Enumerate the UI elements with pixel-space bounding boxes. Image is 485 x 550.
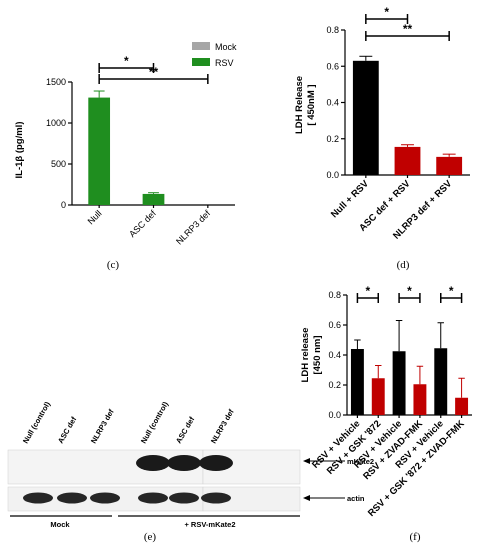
- svg-text:actin: actin: [347, 494, 365, 503]
- svg-text:mKate2: mKate2: [347, 457, 374, 466]
- legend-label-mock: Mock: [215, 42, 237, 52]
- blot-band-actin: [138, 492, 168, 504]
- significance-label: *: [407, 284, 412, 298]
- legend-swatch-rsv: [192, 58, 210, 66]
- western-blot: Null (control) ASC def NLRP3 def Null (cont…: [7, 400, 374, 543]
- legend-swatch-mock: [192, 42, 210, 50]
- group-label-mock: Mock: [50, 520, 70, 529]
- blot-band-actin: [23, 492, 53, 504]
- y-tick-label: 0.0: [326, 170, 339, 180]
- bar: [394, 146, 421, 175]
- chart-d-y-label: LDH Release: [294, 76, 305, 134]
- significance-label: *: [449, 284, 454, 298]
- lane-label: ASC def: [174, 415, 197, 445]
- significance-label: *: [124, 54, 129, 68]
- bar: [350, 349, 364, 415]
- blot-band-actin: [169, 492, 199, 504]
- y-tick-label: 0.4: [326, 98, 339, 108]
- chart-f-y-label-unit: [450 nm]: [312, 335, 323, 374]
- bar: [88, 97, 111, 205]
- y-tick-label: 1000: [46, 118, 66, 128]
- significance-label: *: [365, 284, 370, 298]
- bar: [434, 348, 448, 415]
- lane-label: NLRP3 def: [209, 407, 236, 445]
- blot-band-mkate2: [136, 455, 170, 471]
- y-tick-label: 1500: [46, 77, 66, 87]
- bar: [352, 60, 379, 175]
- y-tick-label: 0: [61, 200, 66, 210]
- y-tick-label: 0.6: [328, 320, 341, 330]
- y-tick-label: 0.4: [328, 350, 341, 360]
- y-tick-label: 500: [51, 159, 66, 169]
- panel-label-f: (f): [410, 531, 421, 543]
- lane-label: Null (control): [21, 400, 52, 445]
- chart-d-y-label-unit: [ 450nM ]: [306, 84, 317, 125]
- band-label-actin: actin: [303, 494, 365, 503]
- lane-label: ASC def: [56, 415, 79, 445]
- bar: [436, 156, 463, 175]
- x-tick-label: Null + RSV: [329, 178, 371, 220]
- x-tick-label: Null: [86, 208, 104, 226]
- blot-band-actin: [57, 492, 87, 504]
- bar: [371, 378, 385, 415]
- significance-label: *: [384, 5, 389, 19]
- chart-f-y-label: LDH release: [300, 328, 311, 383]
- y-tick-label: 0.6: [326, 61, 339, 71]
- x-tick-label: NLRP3 def: [174, 208, 213, 247]
- panel-label-c: (c): [107, 259, 120, 271]
- bar: [142, 193, 165, 205]
- panel-label-d: (d): [397, 259, 410, 271]
- chart-c-y-label: IL-1β (pg/ml): [14, 122, 25, 179]
- chart-c-legend: Mock RSV: [192, 42, 237, 68]
- significance-label: **: [149, 65, 159, 79]
- blot-band-actin: [201, 492, 231, 504]
- blot-band-actin: [90, 492, 120, 504]
- group-label-rsv: + RSV-mKate2: [184, 520, 235, 529]
- blot-band-mkate2: [167, 455, 201, 471]
- bar: [455, 397, 469, 415]
- y-tick-label: 0.2: [328, 380, 341, 390]
- bar: [413, 384, 427, 415]
- x-tick-label: ASC def: [127, 208, 158, 239]
- legend-label-rsv: RSV: [215, 58, 234, 68]
- y-tick-label: 0.8: [328, 290, 341, 300]
- band-label-mkate2: mKate2: [303, 457, 374, 466]
- significance-label: **: [403, 22, 413, 36]
- y-tick-label: 0.0: [328, 410, 341, 420]
- panel-label-e: (e): [144, 531, 157, 543]
- bar: [392, 351, 406, 415]
- lane-label: Null (control): [139, 400, 170, 445]
- y-tick-label: 0.8: [326, 25, 339, 35]
- blot-band-mkate2: [199, 455, 233, 471]
- lane-label: NLRP3 def: [89, 407, 116, 445]
- y-tick-label: 0.2: [326, 134, 339, 144]
